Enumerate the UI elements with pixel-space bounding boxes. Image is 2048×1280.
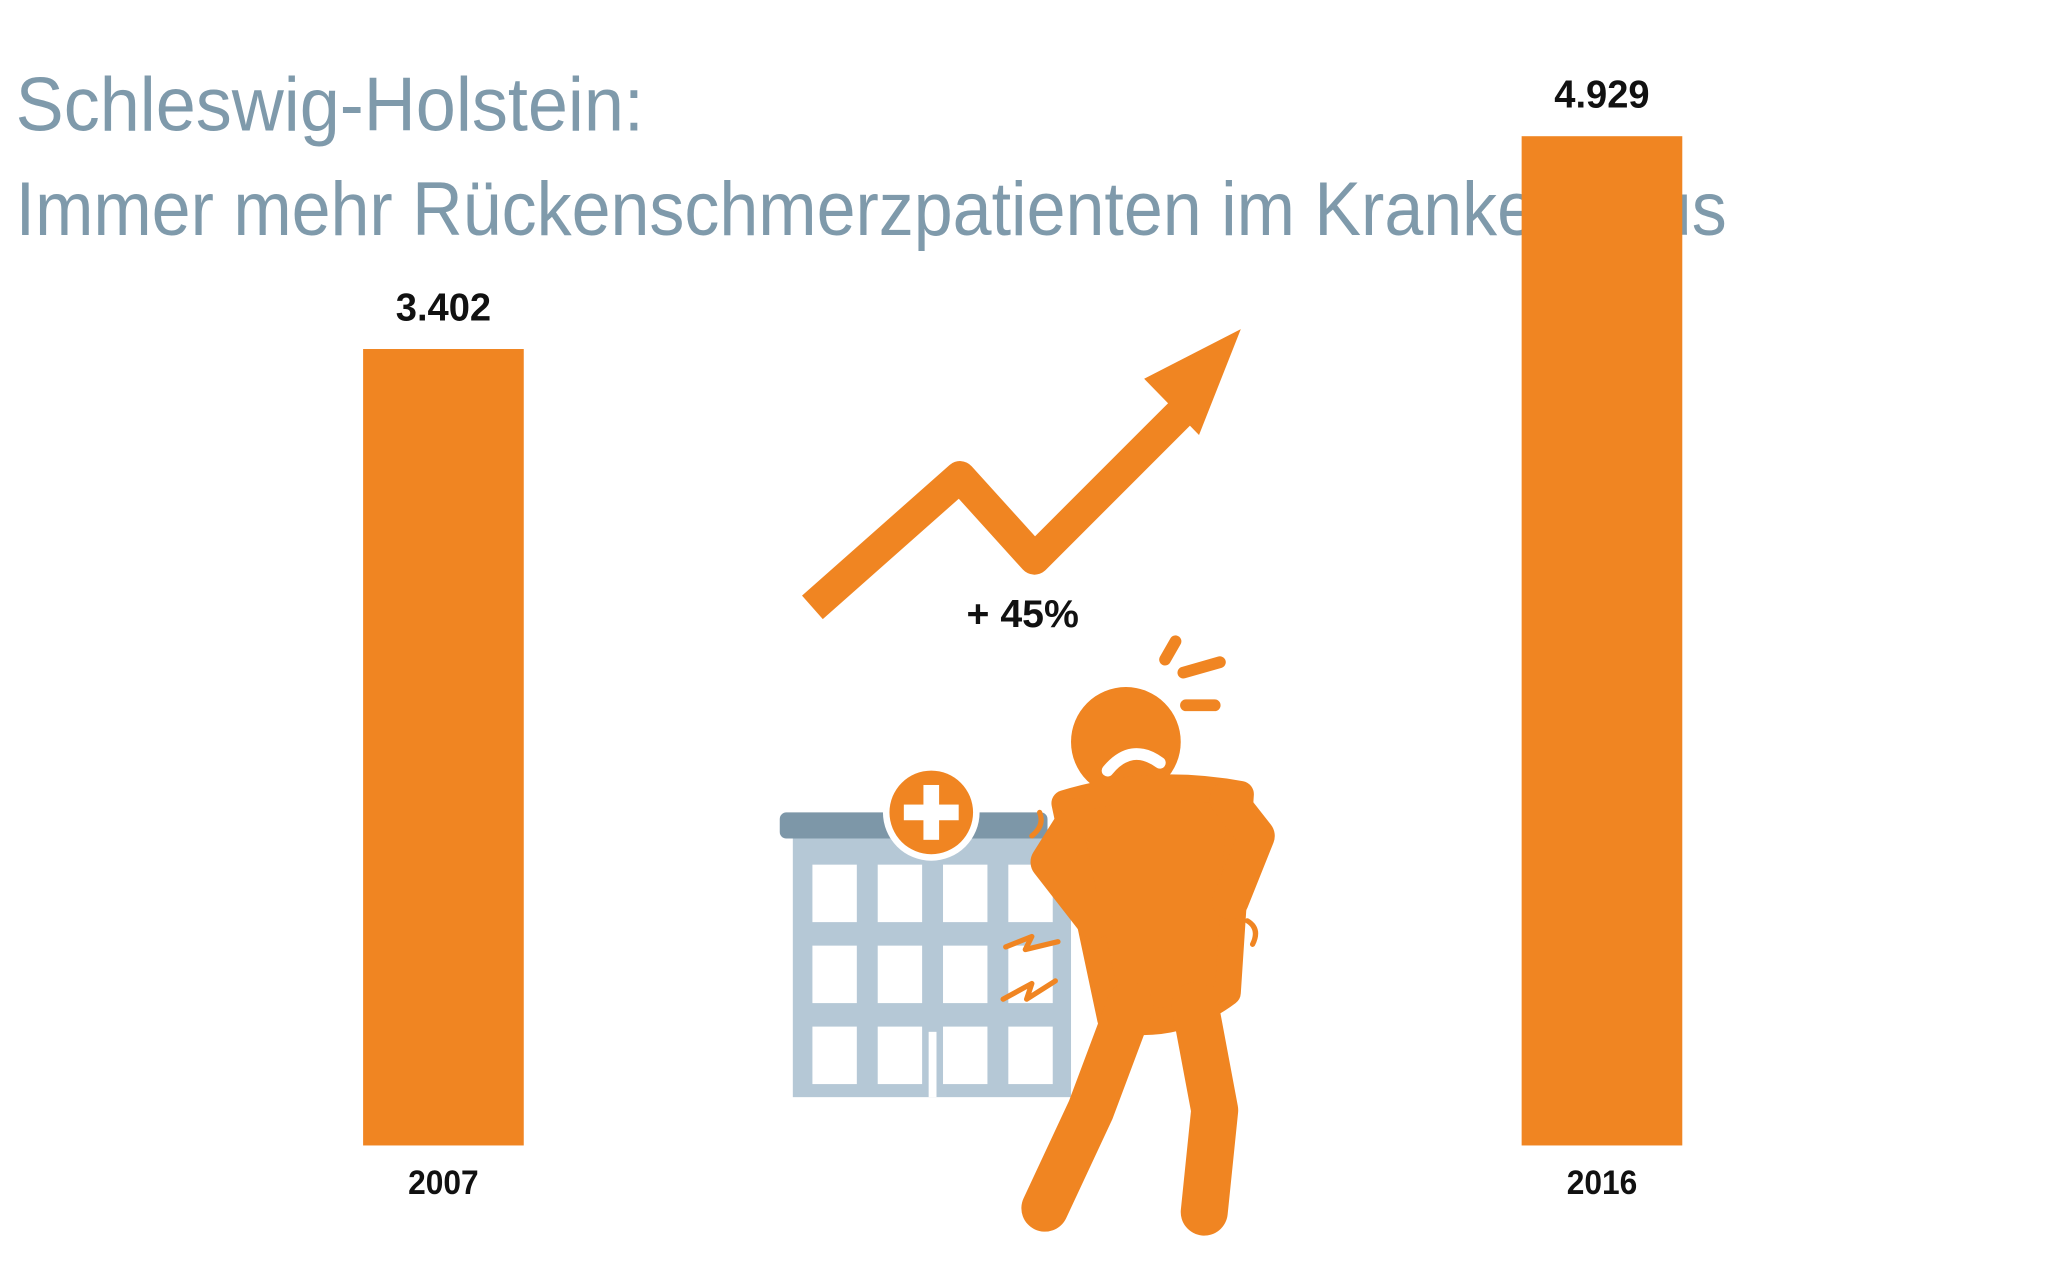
trend-arrow-icon bbox=[802, 329, 1241, 620]
category-label: 2016 bbox=[1567, 1164, 1638, 1202]
value-label: 4.929 bbox=[1554, 73, 1649, 116]
window bbox=[943, 864, 988, 923]
bars: 3.402 2007 4.929 2016 bbox=[363, 73, 1683, 1202]
value-label: 3.402 bbox=[396, 286, 491, 329]
change-label: + 45% bbox=[967, 593, 1079, 636]
window bbox=[812, 945, 857, 1004]
bar-2007 bbox=[363, 349, 524, 1146]
window bbox=[812, 864, 857, 923]
window bbox=[943, 945, 988, 1004]
window bbox=[877, 945, 923, 1004]
window bbox=[877, 1026, 923, 1085]
category-label: 2007 bbox=[408, 1164, 479, 1202]
title-line-1: Schleswig-Holstein: bbox=[16, 63, 644, 148]
window bbox=[943, 1026, 988, 1085]
back-pain-person-icon bbox=[1000, 635, 1275, 1236]
window bbox=[877, 864, 923, 923]
window bbox=[812, 1026, 857, 1085]
bar-2016 bbox=[1521, 136, 1683, 1146]
hospital-icon bbox=[779, 764, 1072, 1098]
title-line-2: Immer mehr Rückenschmerzpatienten im Kra… bbox=[16, 167, 1727, 252]
window bbox=[1008, 1026, 1053, 1085]
